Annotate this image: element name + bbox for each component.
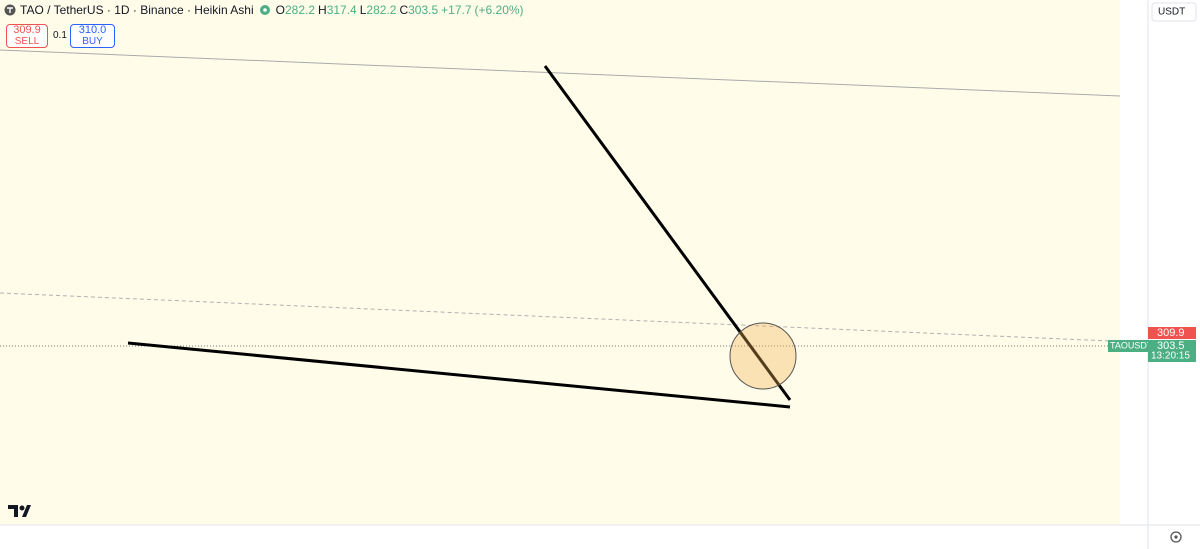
ohlc-key: L — [359, 3, 367, 17]
symbol-title: TAO / TetherUS · 1D · Binance · Heikin A… — [20, 3, 254, 17]
symbol-label: TAOUSDT — [1110, 340, 1153, 350]
highlight-circle — [729, 322, 797, 390]
sell-price-label: 309.9 — [1157, 327, 1185, 339]
buy-label: BUY — [82, 36, 103, 47]
legend: TAO / TetherUS · 1D · Binance · Heikin A… — [4, 3, 527, 17]
visibility-toggle[interactable] — [258, 4, 272, 16]
buy-price: 310.0 — [78, 24, 107, 36]
currency-button[interactable] — [1151, 2, 1197, 22]
sell-label: SELL — [14, 36, 40, 47]
ohlc-key: H — [318, 3, 327, 17]
ohlc-value: 303.5 — [408, 3, 439, 17]
reference-line — [0, 292, 1111, 342]
change-percent: (+6.20%) — [474, 3, 524, 17]
change: +17.7 — [441, 3, 472, 17]
settings-button[interactable] — [1170, 531, 1182, 543]
symbol-icon — [4, 4, 16, 16]
buy-button[interactable]: 310.0 BUY — [70, 24, 115, 48]
ohlc-key: C — [399, 3, 409, 17]
descending-trendline — [543, 65, 792, 401]
sell-button[interactable]: 309.9 SELL — [6, 24, 48, 48]
currency: USDT — [1158, 7, 1185, 18]
last-price-tag — [1148, 340, 1196, 362]
price-axis — [1148, 0, 1200, 549]
last-price-label: 303.5 — [1157, 340, 1185, 352]
ohlc-value: 282.2 — [366, 3, 397, 17]
symbol-tag — [1108, 340, 1148, 352]
ohlc-value: 282.2 — [285, 3, 316, 17]
tv-logo — [8, 505, 31, 517]
sell-price: 309.9 — [13, 24, 41, 36]
quantity: 0.1 — [53, 30, 67, 41]
ohlc-key: O — [275, 3, 285, 17]
resistance-line — [0, 49, 1121, 97]
countdown: 13:20:15 — [1151, 351, 1190, 362]
sell-price-tag — [1148, 327, 1196, 339]
support-trendline — [127, 341, 791, 409]
highlight-zone — [0, 0, 1120, 525]
ohlc-value: 317.4 — [326, 3, 357, 17]
